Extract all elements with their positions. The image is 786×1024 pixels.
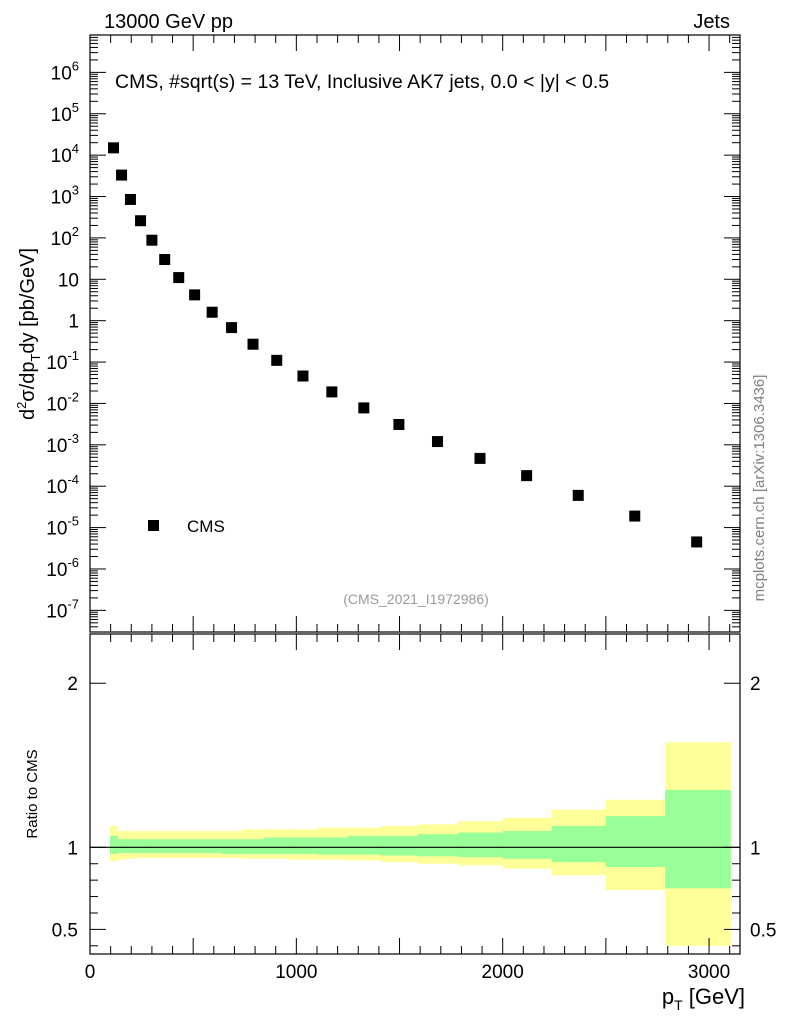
- y-tick-label: 10-7: [46, 596, 79, 622]
- analysis-id: (CMS_2021_I1972986): [343, 591, 489, 607]
- y-tick-label: 1: [68, 312, 79, 333]
- plot-title: CMS, #sqrt(s) = 13 TeV, Inclusive AK7 je…: [115, 71, 609, 93]
- inner-band: [135, 839, 147, 854]
- main-x-ticks: [89, 35, 731, 632]
- inner-band: [264, 837, 291, 854]
- ratio-y-tick-label-right: 2: [750, 674, 761, 695]
- data-point: [297, 370, 309, 382]
- inner-band: [551, 826, 607, 863]
- y-tick-label: 10-5: [46, 514, 79, 540]
- inner-band: [110, 835, 118, 854]
- inner-band: [347, 835, 382, 855]
- inner-band: [203, 839, 223, 854]
- data-point: [108, 142, 120, 154]
- main-y-ticks: 10-7 10-6 10-5 10-4 10-3 10-2 10-1 1 10 102 103 104…: [46, 34, 740, 633]
- x-tick-label: 2000: [482, 962, 524, 983]
- y-tick-label: 10: [58, 270, 79, 291]
- data-point: [431, 436, 443, 448]
- legend-label: CMS: [187, 517, 225, 536]
- data-points: [108, 142, 703, 548]
- data-point: [189, 289, 201, 301]
- ratio-y-tick-label-right: 1: [750, 838, 761, 859]
- data-point: [326, 386, 338, 398]
- inner-band: [317, 837, 349, 855]
- inner-band: [458, 832, 504, 858]
- inner-band: [605, 816, 666, 868]
- data-point: [206, 306, 218, 318]
- header-right: Jets: [693, 11, 730, 33]
- main-frame: [89, 34, 741, 633]
- inner-band: [125, 839, 136, 854]
- inner-band: [221, 839, 243, 854]
- inner-band: [242, 839, 266, 854]
- inner-band: [186, 839, 204, 854]
- data-point: [146, 234, 158, 246]
- inner-band: [502, 830, 553, 859]
- data-point: [135, 215, 147, 227]
- data-point: [393, 418, 405, 430]
- data-point: [521, 470, 533, 482]
- y-tick-label: 103: [51, 183, 79, 209]
- data-point: [116, 169, 128, 181]
- y-tick-label: 10-3: [46, 431, 79, 457]
- ratio-frame: [89, 633, 741, 955]
- y-tick-label: 104: [51, 141, 79, 167]
- ratio-y-label: Ratio to CMS: [24, 749, 41, 838]
- ratio-y-tick-label-right: 0.5: [750, 920, 776, 941]
- data-point: [474, 452, 486, 464]
- x-tick-label: 0: [85, 962, 96, 983]
- y-tick-label: 105: [51, 100, 79, 126]
- ratio-panel: 0.5 0.5 1 1 2 2 0 1000 2000 3000 Ratio to CMS pT…: [24, 633, 776, 1013]
- main-panel: 10-7 10-6 10-5 10-4 10-3 10-2 10-1 1 10 102 103 104…: [14, 34, 741, 633]
- x-axis-label: pT [GeV]: [662, 984, 745, 1013]
- data-point: [124, 193, 136, 205]
- y-tick-label: 10-4: [46, 472, 79, 498]
- y-axis-label: d2σ/dpTdy [pb/GeV]: [14, 248, 43, 420]
- ratio-bands: [110, 742, 731, 946]
- data-point: [173, 272, 185, 284]
- inner-band: [171, 839, 188, 854]
- ratio-y-tick-label: 0.5: [52, 920, 78, 941]
- y-tick-label: 10-2: [46, 389, 79, 415]
- ratio-y-tick-label: 2: [67, 674, 78, 695]
- data-point: [358, 402, 370, 414]
- inner-band: [289, 837, 318, 854]
- inner-band: [417, 834, 459, 857]
- data-point: [691, 536, 703, 548]
- data-point: [226, 322, 238, 334]
- y-tick-label: 10-1: [46, 348, 79, 374]
- data-point: [159, 254, 171, 266]
- ratio-y-ticks: 0.5 0.5 1 1 2 2: [52, 674, 776, 947]
- ratio-x-ticks: 0 1000 2000 3000: [85, 634, 730, 983]
- x-tick-label: 3000: [688, 962, 730, 983]
- y-tick-label: 10-6: [46, 555, 79, 581]
- inner-band: [146, 839, 159, 854]
- inner-band: [380, 835, 419, 856]
- x-tick-label: 1000: [275, 962, 317, 983]
- inner-band: [665, 789, 731, 889]
- inner-band: [117, 839, 127, 854]
- y-tick-label: 106: [51, 58, 79, 84]
- y-tick-label: 102: [51, 224, 79, 250]
- ratio-y-tick-label: 1: [67, 838, 78, 859]
- data-point: [629, 510, 641, 522]
- header-left: 13000 GeV pp: [104, 11, 233, 33]
- data-point: [247, 338, 259, 350]
- side-label: mcplots.cern.ch [arXiv:1306.3436]: [751, 375, 768, 602]
- data-point: [271, 354, 283, 366]
- data-point: [572, 489, 584, 501]
- legend-marker: [148, 520, 159, 531]
- inner-band: [158, 839, 173, 854]
